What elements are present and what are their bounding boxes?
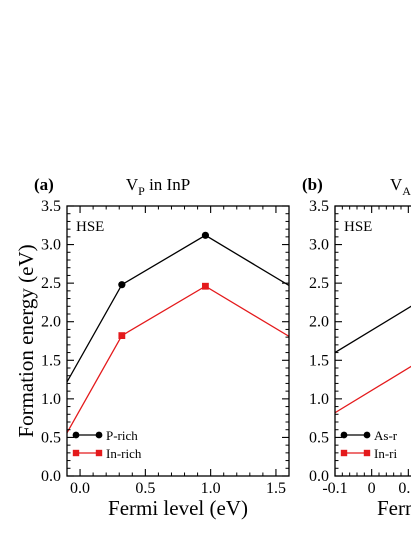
data-point-marker [202, 282, 209, 290]
panel-b: (b) VA 0.0 0.5 1.0 1.5 2.0 2.5 3.0 3.5 -0.1 0 0.1 HSE… [302, 175, 411, 520]
legend-marker [340, 431, 348, 439]
y-tick-label: 0.0 [41, 468, 61, 485]
legend-entry-label: P-rich [106, 428, 138, 443]
series-line-in-rich [67, 285, 289, 434]
y-tick-label: 0.0 [309, 468, 329, 485]
legend-marker [95, 449, 103, 457]
x-tick-label: 0.5 [135, 480, 155, 497]
panel-label: (b) [302, 175, 323, 194]
y-tick-label: 2.0 [41, 314, 61, 331]
x-tick-label: 0.0 [70, 480, 90, 497]
title-subscript: P [138, 184, 145, 198]
data-point-marker [201, 231, 210, 239]
y-tick-label: 3.5 [41, 198, 61, 215]
y-tick-label: 3.5 [309, 198, 329, 215]
legend-marker [363, 431, 371, 439]
y-tick-label: 1.5 [41, 352, 61, 369]
legend-entry-label: In-ri [374, 446, 397, 461]
panel-a: (a) VP in InP 0.0 0.5 1.0 1.5 2.0 2.5 3.0 3.5 0.0 0… [14, 175, 290, 520]
x-axis-title: Fermi level (eV) [108, 496, 248, 520]
legend-marker [72, 449, 80, 457]
y-tick-label: 1.0 [41, 391, 61, 408]
title-main: V [390, 175, 403, 194]
legend-entry-label: As-r [374, 428, 398, 443]
data-point-marker [118, 332, 126, 339]
panel-label: (a) [34, 175, 54, 194]
plot-frame [334, 205, 411, 477]
y-tick-label: 0.5 [41, 429, 61, 446]
method-label: HSE [76, 219, 104, 235]
y-tick-label: 3.0 [41, 237, 61, 254]
legend-marker [340, 449, 348, 457]
method-label: HSE [344, 219, 372, 235]
legend-marker [72, 431, 80, 439]
x-tick-label: -0.1 [322, 480, 347, 497]
y-tick-label: 0.5 [309, 429, 329, 446]
legend-marker [363, 449, 371, 457]
legend-entry-label: In-rich [106, 446, 142, 461]
y-tick-label: 2.5 [41, 275, 61, 292]
series-line-as-r [335, 305, 411, 354]
y-axis-title: Formation energy (eV) [14, 244, 38, 437]
legend-marker [95, 431, 103, 439]
series-line-in-ri [335, 365, 411, 414]
title-main: V [126, 175, 139, 194]
data-point-marker [118, 281, 126, 289]
x-tick-label: 1.5 [266, 480, 286, 497]
plot-frame [66, 205, 290, 477]
y-tick-label: 1.0 [309, 391, 329, 408]
x-tick-label: 0 [368, 480, 376, 497]
x-tick-label: 1.0 [201, 480, 221, 497]
series-line-p-rich [67, 234, 289, 383]
title-subscript: A [402, 184, 411, 198]
panel-title: VP in InP [126, 175, 190, 198]
plot-area [67, 231, 289, 434]
title-rest: in InP [145, 175, 190, 194]
y-tick-label: 2.5 [309, 275, 329, 292]
y-tick-label: 1.5 [309, 352, 329, 369]
x-axis-title: Ferm [377, 496, 411, 520]
plot-area [335, 305, 411, 414]
y-tick-label: 3.0 [309, 237, 329, 254]
panel-title: VA [390, 175, 411, 198]
x-tick-label: 0.1 [398, 480, 411, 497]
y-tick-label: 2.0 [309, 314, 329, 331]
